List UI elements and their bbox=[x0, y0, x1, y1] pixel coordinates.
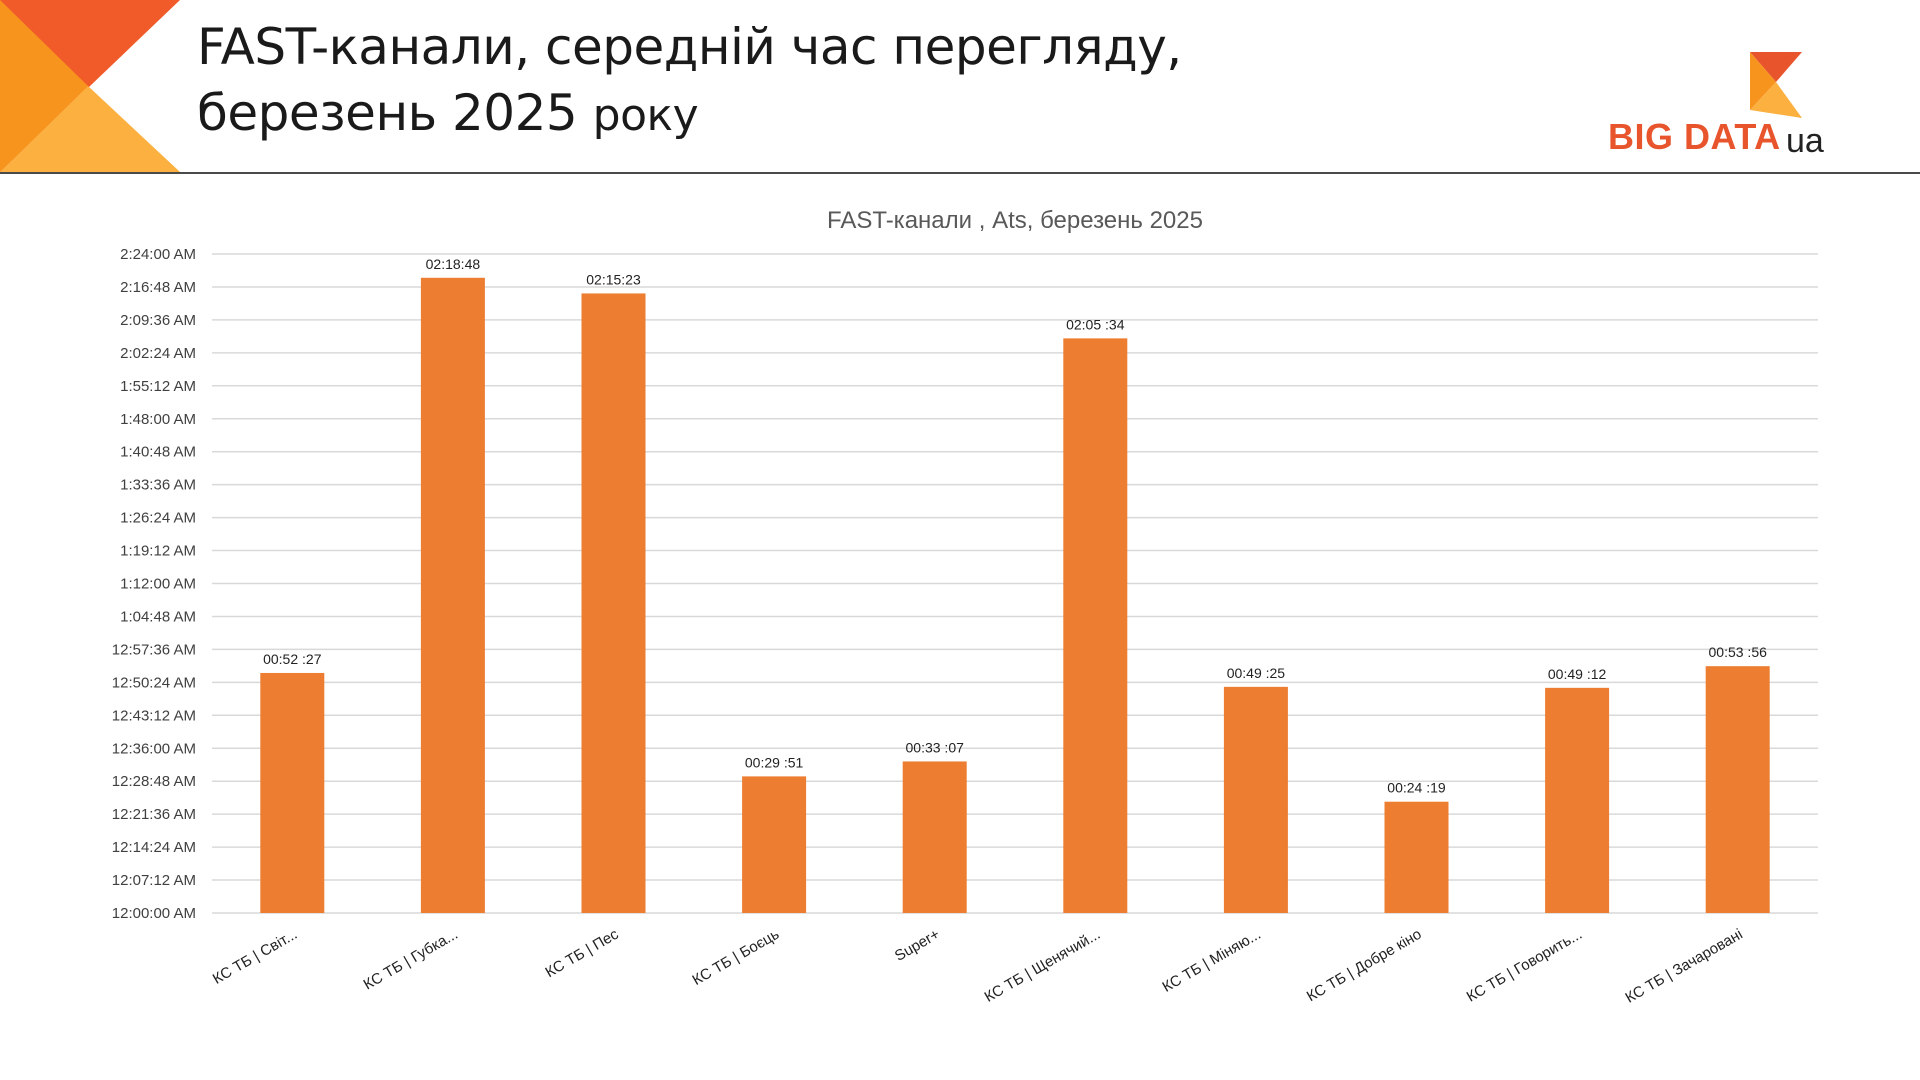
x-category-label: КС ТБ | Боєць bbox=[690, 926, 783, 989]
big-data-ua-logo: BIG DATA ua bbox=[1600, 40, 1840, 160]
bar-value-label: 02:18:48 bbox=[426, 256, 481, 272]
bar-value-label: 00:49 :12 bbox=[1548, 666, 1607, 682]
logo-suffix-text: ua bbox=[1786, 122, 1824, 160]
x-category-label: КС ТБ | Зачаровані bbox=[1622, 926, 1745, 1007]
x-category-label: КС ТБ | Світ... bbox=[210, 926, 300, 988]
logo-mark-bottom bbox=[1750, 82, 1802, 118]
x-category-label: КС ТБ | Добре кіно bbox=[1304, 926, 1425, 1005]
title-line-1: FAST-канали, середній час перегляду, bbox=[197, 18, 1182, 76]
chart-title: FAST-канали , Ats, березень 2025 bbox=[827, 207, 1203, 234]
corner-decoration bbox=[0, 0, 180, 172]
bar bbox=[1384, 801, 1449, 913]
logo-mark-icon bbox=[1750, 52, 1802, 118]
bar bbox=[902, 761, 967, 913]
chart-container: FAST-канали , Ats, березень 2025 12:00:0… bbox=[0, 190, 1920, 1070]
title-line-2-suffix: року bbox=[592, 90, 699, 141]
y-tick-label: 12:14:24 AM bbox=[112, 839, 196, 856]
bar bbox=[742, 776, 807, 913]
y-tick-label: 12:57:36 AM bbox=[112, 641, 196, 658]
logo-mark-top bbox=[1750, 52, 1802, 82]
bar-value-label: 02:15:23 bbox=[586, 271, 641, 287]
logo-mark-left bbox=[1750, 52, 1776, 110]
slide-title: FAST-канали, середній час перегляду, бер… bbox=[197, 14, 1497, 149]
x-category-label: КС ТБ | Говорить... bbox=[1464, 926, 1585, 1006]
corner-triangle-yellow bbox=[0, 86, 180, 172]
y-tick-label: 1:19:12 AM bbox=[120, 543, 196, 560]
y-tick-label: 12:50:24 AM bbox=[112, 674, 196, 691]
y-tick-label: 1:55:12 AM bbox=[120, 378, 196, 395]
bar bbox=[260, 672, 325, 913]
x-category-label: КС ТБ | Міняю... bbox=[1159, 926, 1263, 996]
y-tick-label: 12:07:12 AM bbox=[112, 872, 196, 889]
bar-value-label: 00:52 :27 bbox=[263, 651, 322, 667]
x-category-label: Super+ bbox=[892, 926, 943, 965]
title-line-2: березень 2025 року bbox=[197, 80, 1497, 149]
y-axis-ticks: 12:00:00 AM 12:07:12 AM 12:14:24 AM 12:21:3… bbox=[112, 246, 196, 922]
x-category-label: КС ТБ | Щенячий... bbox=[982, 926, 1104, 1006]
y-tick-label: 12:36:00 AM bbox=[112, 740, 196, 757]
y-tick-label: 2:02:24 AM bbox=[120, 345, 196, 362]
y-tick-label: 2:16:48 AM bbox=[120, 279, 196, 296]
y-tick-label: 12:00:00 AM bbox=[112, 905, 196, 922]
x-axis-categories: КС ТБ | Світ... КС ТБ | Губка... КС ТБ | П… bbox=[210, 925, 1746, 1006]
y-tick-label: 1:48:00 AM bbox=[120, 411, 196, 428]
y-tick-label: 12:28:48 AM bbox=[112, 773, 196, 790]
bar bbox=[581, 293, 646, 913]
y-tick-label: 2:09:36 AM bbox=[120, 312, 196, 329]
y-tick-label: 1:33:36 AM bbox=[120, 477, 196, 494]
bar bbox=[1545, 687, 1610, 913]
header-divider bbox=[0, 172, 1920, 174]
corner-triangle-orange bbox=[0, 0, 88, 172]
bar-value-label: 00:49 :25 bbox=[1227, 665, 1286, 681]
x-category-label: КС ТБ | Губка... bbox=[361, 926, 461, 994]
y-tick-label: 12:43:12 AM bbox=[112, 707, 196, 724]
y-tick-label: 2:24:00 AM bbox=[120, 246, 196, 263]
bar-value-label: 00:53 :56 bbox=[1709, 644, 1768, 660]
y-tick-label: 1:12:00 AM bbox=[120, 576, 196, 593]
bar bbox=[1063, 338, 1128, 913]
bar-chart: FAST-канали , Ats, березень 2025 12:00:0… bbox=[112, 207, 1818, 1007]
x-category-label: КС ТБ | Пес bbox=[542, 925, 621, 981]
bar-value-label: 02:05 :34 bbox=[1066, 316, 1125, 332]
title-line-2-main: березень 2025 bbox=[197, 84, 578, 142]
bar-value-label: 00:24 :19 bbox=[1387, 780, 1446, 796]
bar bbox=[420, 277, 485, 913]
y-tick-label: 1:40:48 AM bbox=[120, 444, 196, 461]
logo-brand-text: BIG DATA bbox=[1608, 116, 1781, 157]
bars bbox=[260, 277, 1770, 913]
bar bbox=[1705, 666, 1770, 913]
bar-value-label: 00:29 :51 bbox=[745, 754, 804, 770]
y-tick-label: 1:26:24 AM bbox=[120, 510, 196, 527]
bar-value-label: 00:33 :07 bbox=[906, 739, 965, 755]
y-tick-label: 12:21:36 AM bbox=[112, 806, 196, 823]
bar bbox=[1223, 686, 1288, 913]
value-labels: 00:52 :27 02:18:48 02:15:23 00:29 :51 00:33 … bbox=[263, 256, 1767, 796]
y-tick-label: 1:04:48 AM bbox=[120, 608, 196, 625]
